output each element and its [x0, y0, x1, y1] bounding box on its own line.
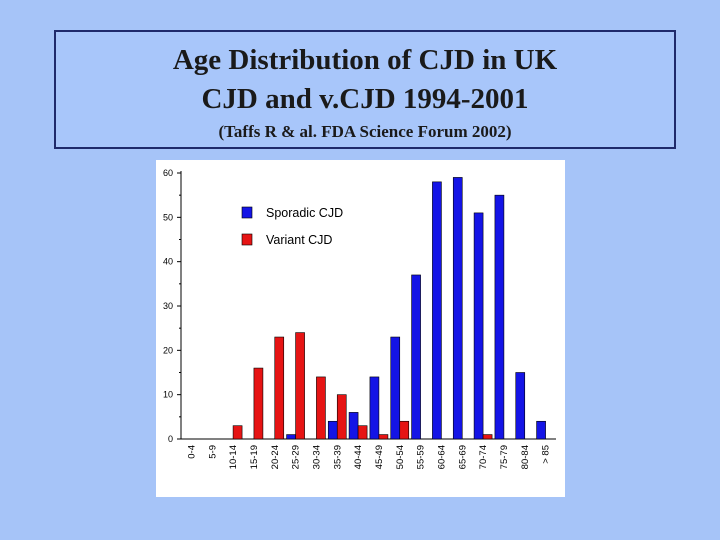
- x-tick-label: 0-4: [186, 445, 197, 459]
- title-box: Age Distribution of CJD in UK CJD and v.…: [54, 30, 676, 149]
- bar-sporadic: [286, 434, 296, 440]
- bar-variant: [295, 332, 305, 440]
- chart-bars: [232, 177, 546, 440]
- x-tick-label: 40-44: [353, 445, 364, 469]
- bar-variant: [253, 367, 264, 440]
- bar-sporadic: [369, 376, 380, 440]
- bar-sporadic: [411, 274, 421, 440]
- x-tick-label: 25-29: [291, 445, 302, 469]
- legend-swatch: [241, 206, 253, 219]
- bar-variant: [357, 425, 368, 440]
- y-tick-label: 50: [163, 212, 173, 222]
- y-tick-label: 10: [163, 390, 173, 400]
- chart-axes: 0 10 20 30 40 50 60 0-4 5-9 10-14 15-19 20-24 25-29 3…: [163, 168, 556, 469]
- bar-variant: [316, 376, 326, 440]
- bar-sporadic: [432, 181, 442, 440]
- chart-legend: Sporadic CJD Variant CJD: [241, 206, 343, 247]
- bar-sporadic: [494, 194, 505, 440]
- bar-sporadic: [327, 420, 338, 440]
- x-tick-label: 30-34: [311, 445, 322, 469]
- x-tick-label: 80-84: [520, 445, 531, 469]
- x-tick-label: 35-39: [332, 445, 343, 469]
- bar-variant: [378, 434, 389, 440]
- x-tick-label: 45-49: [374, 445, 385, 469]
- x-tick-label: 50-54: [395, 445, 406, 469]
- bar-variant: [482, 434, 493, 440]
- bar-sporadic: [536, 420, 546, 440]
- y-tick-label: 0: [168, 434, 173, 444]
- x-tick-label: 75-79: [499, 445, 510, 469]
- y-tick-label: 20: [163, 345, 173, 355]
- x-tick-label: 5-9: [207, 445, 218, 459]
- bar-sporadic: [452, 177, 463, 440]
- bar-sporadic: [390, 336, 401, 440]
- x-tick-label: > 85: [541, 445, 552, 464]
- bar-sporadic: [515, 372, 526, 440]
- slide-subtitle: CJD and v.CJD 1994-2001: [201, 83, 529, 115]
- slide-title: Age Distribution of CJD in UK: [172, 44, 558, 76]
- x-tick-label: 70-74: [478, 445, 489, 469]
- bar-sporadic: [348, 412, 359, 440]
- x-tick-label: 20-24: [270, 445, 281, 469]
- x-tick-label: 15-19: [249, 445, 260, 469]
- bar-variant: [232, 425, 243, 440]
- bar-variant: [336, 394, 347, 440]
- y-tick-label: 30: [163, 301, 173, 311]
- x-tick-label: 55-59: [416, 445, 427, 469]
- slide-citation: (Taffs R & al. FDA Science Forum 2002): [218, 122, 512, 141]
- y-tick-label: 40: [163, 257, 173, 267]
- legend-swatch: [241, 233, 253, 246]
- bar-sporadic: [473, 212, 484, 440]
- bar-variant: [274, 336, 285, 440]
- legend-label: Variant CJD: [266, 233, 332, 247]
- bar-variant: [399, 420, 410, 440]
- x-tick-label: 10-14: [228, 445, 239, 469]
- bar-chart: 0 10 20 30 40 50 60 0-4 5-9 10-14 15-19 20-24 25-29 3…: [163, 168, 556, 469]
- legend-label: Sporadic CJD: [266, 206, 343, 220]
- x-tick-label: 60-64: [436, 445, 447, 469]
- chart-panel: 0 10 20 30 40 50 60 0-4 5-9 10-14 15-19 20-24 25-29 3…: [156, 160, 565, 497]
- y-tick-label: 60: [163, 168, 173, 178]
- x-tick-label: 65-69: [457, 445, 468, 469]
